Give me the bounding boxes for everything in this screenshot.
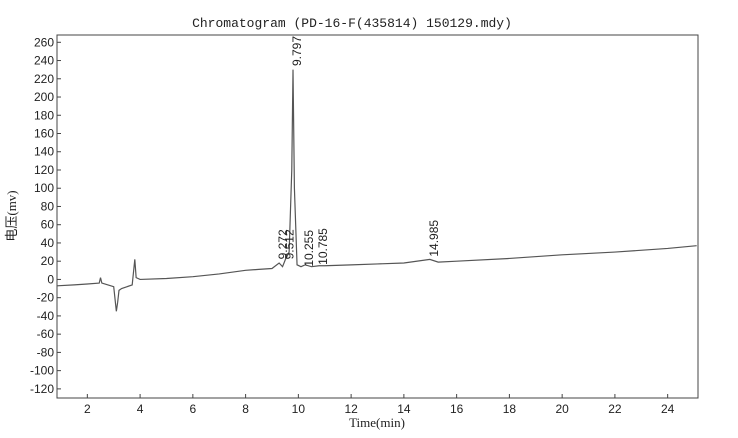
y-axis-label: 电压(mv) — [4, 190, 19, 241]
y-tick-label: 20 — [41, 254, 55, 268]
peak-label: 9.797 — [290, 36, 304, 66]
y-tick-label: 260 — [34, 35, 54, 49]
y-tick-label: 60 — [41, 218, 55, 232]
peak-label: 10.255 — [302, 230, 316, 267]
x-tick-label: 18 — [503, 402, 517, 416]
x-tick-label: 10 — [292, 402, 306, 416]
chromatogram-line — [56, 69, 697, 312]
x-tick-label: 6 — [190, 402, 197, 416]
plot-frame — [56, 34, 699, 399]
y-tick-label: 80 — [41, 199, 55, 213]
y-tick-label: -40 — [37, 309, 55, 323]
y-tick-label: 140 — [34, 145, 54, 159]
y-tick-label: -120 — [30, 382, 54, 396]
x-tick-label: 4 — [137, 402, 144, 416]
x-tick-label: 8 — [242, 402, 249, 416]
y-tick-label: 160 — [34, 127, 54, 141]
x-tick-label: 20 — [555, 402, 569, 416]
y-tick-label: 220 — [34, 72, 54, 86]
y-tick-label: -20 — [37, 291, 55, 305]
y-tick-label: 40 — [41, 236, 55, 250]
peak-label: 14.985 — [427, 220, 441, 257]
y-tick-label: -80 — [37, 345, 55, 359]
x-tick-label: 22 — [608, 402, 622, 416]
y-tick-label: 180 — [34, 108, 54, 122]
peak-label: 9.512 — [282, 229, 296, 259]
peak-label: 9.272 — [276, 229, 290, 259]
y-tick-label: 0 — [47, 272, 54, 286]
y-tick-label: -60 — [37, 327, 55, 341]
x-tick-label: 14 — [397, 402, 411, 416]
peak-label: 10.785 — [316, 228, 330, 265]
x-axis-label: Time(min) — [349, 415, 405, 430]
x-tick-label: 2 — [84, 402, 91, 416]
y-tick-label: -100 — [30, 364, 54, 378]
y-tick-label: 120 — [34, 163, 54, 177]
y-tick-label: 100 — [34, 181, 54, 195]
x-tick-label: 12 — [344, 402, 358, 416]
chart-title: Chromatogram (PD-16-F(435814) 150129.mdy… — [192, 16, 512, 31]
y-tick-label: 200 — [34, 90, 54, 104]
x-tick-label: 16 — [450, 402, 464, 416]
y-tick-label: 240 — [34, 54, 54, 68]
x-tick-label: 24 — [661, 402, 675, 416]
